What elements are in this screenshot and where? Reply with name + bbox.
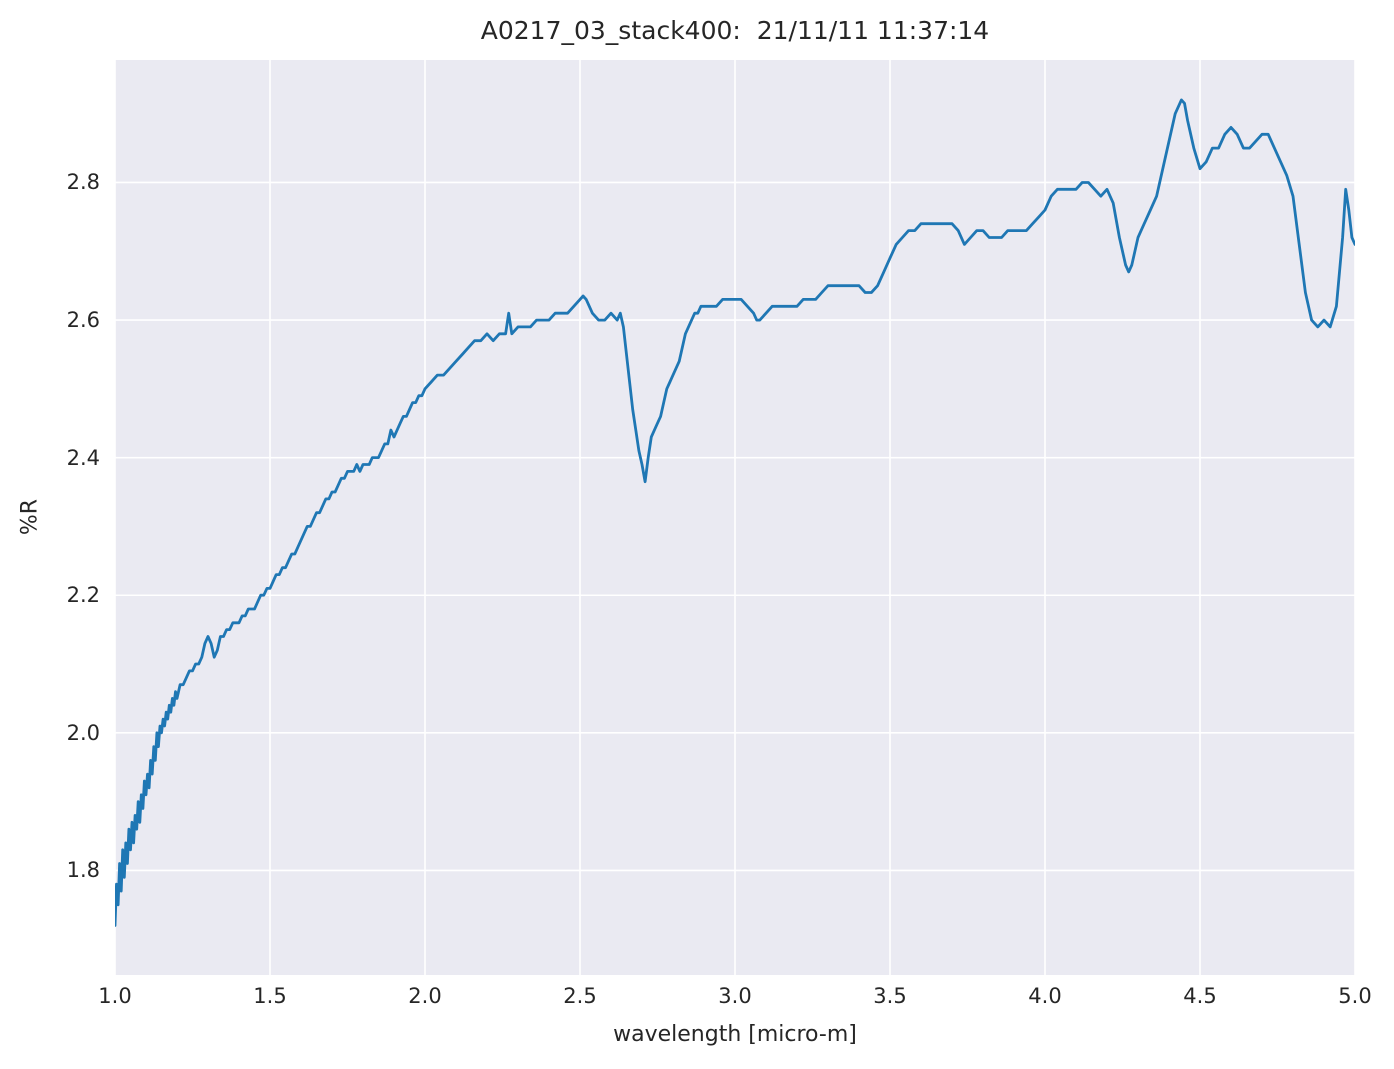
y-tick-label: 2.2 bbox=[66, 583, 100, 608]
x-tick-label: 4.5 bbox=[1183, 984, 1217, 1008]
x-axis-label: wavelength [micro-m] bbox=[613, 1022, 857, 1047]
x-tick-label: 3.5 bbox=[873, 984, 907, 1008]
x-tick-label: 1.0 bbox=[98, 984, 132, 1008]
x-tick-label: 3.0 bbox=[718, 984, 752, 1008]
x-tick-label: 5.0 bbox=[1338, 984, 1372, 1008]
plot-canvas bbox=[115, 60, 1355, 975]
x-tick-label: 2.0 bbox=[408, 984, 442, 1008]
y-tick-label: 1.8 bbox=[66, 858, 100, 883]
y-tick-label: 2.0 bbox=[66, 720, 100, 745]
spectrum-line bbox=[115, 98, 1355, 927]
chart-title: A0217_03_stack400: 21/11/11 11:37:14 bbox=[480, 16, 990, 45]
y-tick-label: 2.6 bbox=[66, 308, 100, 333]
plot-area bbox=[115, 60, 1355, 975]
y-axis-label: %R bbox=[17, 498, 43, 536]
x-tick-label: 4.0 bbox=[1028, 984, 1062, 1008]
y-tick-label: 2.8 bbox=[66, 170, 100, 195]
x-tick-label: 1.5 bbox=[253, 984, 287, 1008]
x-tick-label: 2.5 bbox=[563, 984, 597, 1008]
y-tick-label: 2.4 bbox=[66, 445, 100, 470]
